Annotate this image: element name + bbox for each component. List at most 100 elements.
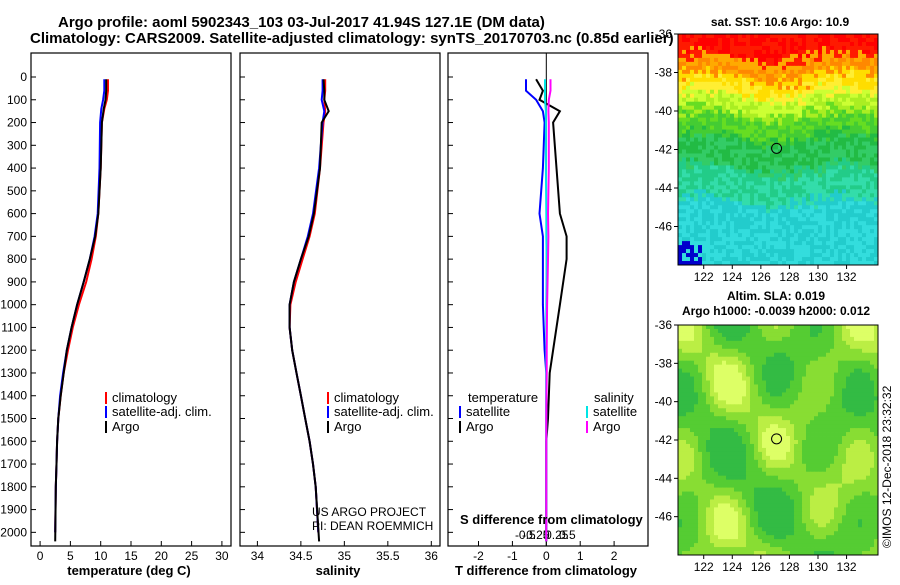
map-cell [698, 193, 702, 197]
map-cell [798, 146, 802, 150]
map-cell [786, 217, 790, 221]
map-cell [774, 373, 778, 377]
map-cell [794, 201, 798, 205]
map-cell [678, 245, 682, 249]
map-cell [842, 58, 846, 62]
map-cell [730, 392, 734, 396]
map-cell [714, 440, 718, 444]
map-cell [802, 201, 806, 205]
map-cell [754, 150, 758, 154]
map-cell [698, 452, 702, 456]
map-cell [814, 126, 818, 130]
map-cell [726, 114, 730, 118]
map-cell [778, 74, 782, 78]
map-cell [774, 452, 778, 456]
map-cell [750, 106, 754, 110]
map-cell [802, 122, 806, 126]
map-cell [734, 217, 738, 221]
map-cell [810, 205, 814, 209]
map-cell [810, 86, 814, 90]
map-cell [806, 377, 810, 381]
map-cell [794, 345, 798, 349]
map-cell [782, 221, 786, 225]
map-cell [758, 82, 762, 86]
map-cell [782, 197, 786, 201]
map-cell [858, 205, 862, 209]
map-cell [778, 329, 782, 333]
map-cell [746, 74, 750, 78]
map-cell [786, 416, 790, 420]
map-cell [826, 361, 830, 365]
map-cell [738, 217, 742, 221]
map-cell [850, 130, 854, 134]
map-cell [746, 249, 750, 253]
map-cell [866, 237, 870, 241]
map-cell [750, 102, 754, 106]
map-cell [786, 357, 790, 361]
map-cell [834, 341, 838, 345]
map-cell [710, 408, 714, 412]
map-cell [826, 94, 830, 98]
map-cell [698, 98, 702, 102]
map-cell [834, 42, 838, 46]
map-cell [746, 432, 750, 436]
map-cell [842, 365, 846, 369]
map-cell [690, 329, 694, 333]
map-cell [750, 153, 754, 157]
map-cell [866, 241, 870, 245]
map-cell [794, 428, 798, 432]
map-cell [798, 420, 802, 424]
map-cell [734, 377, 738, 381]
map-cell [850, 408, 854, 412]
map-cell [746, 349, 750, 353]
map-cell [778, 126, 782, 130]
salinity-xlabel: salinity [316, 563, 362, 578]
map-cell [866, 38, 870, 42]
map-cell [862, 62, 866, 66]
map-cell [806, 353, 810, 357]
map-cell [830, 181, 834, 185]
map-cell [870, 408, 874, 412]
map-cell [738, 78, 742, 82]
map-cell [726, 205, 730, 209]
map-cell [774, 325, 778, 329]
map-cell [690, 452, 694, 456]
map-cell [806, 197, 810, 201]
map-cell [762, 233, 766, 237]
map-cell [854, 229, 858, 233]
map-cell [698, 42, 702, 46]
map-cell [690, 74, 694, 78]
map-cell [810, 237, 814, 241]
map-cell [686, 388, 690, 392]
map-cell [842, 237, 846, 241]
map-cell [802, 452, 806, 456]
map-cell [766, 373, 770, 377]
map-cell [758, 62, 762, 66]
map-cell [710, 98, 714, 102]
map-cell [822, 381, 826, 385]
map-cell [810, 122, 814, 126]
map-cell [810, 90, 814, 94]
map-cell [694, 384, 698, 388]
map-cell [838, 197, 842, 201]
map-cell [762, 365, 766, 369]
map-cell [870, 400, 874, 404]
map-cell [686, 249, 690, 253]
map-cell [826, 165, 830, 169]
map-cell [854, 161, 858, 165]
map-cell [826, 333, 830, 337]
map-cell [830, 420, 834, 424]
map-cell [754, 237, 758, 241]
map-cell [738, 213, 742, 217]
map-cell [710, 157, 714, 161]
map-cell [738, 225, 742, 229]
map-cell [810, 404, 814, 408]
map-cell [758, 173, 762, 177]
map-cell [742, 369, 746, 373]
map-cell [706, 157, 710, 161]
map-cell [710, 74, 714, 78]
map-cell [718, 225, 722, 229]
map-cell [870, 38, 874, 42]
map-cell [678, 173, 682, 177]
map-cell [858, 58, 862, 62]
